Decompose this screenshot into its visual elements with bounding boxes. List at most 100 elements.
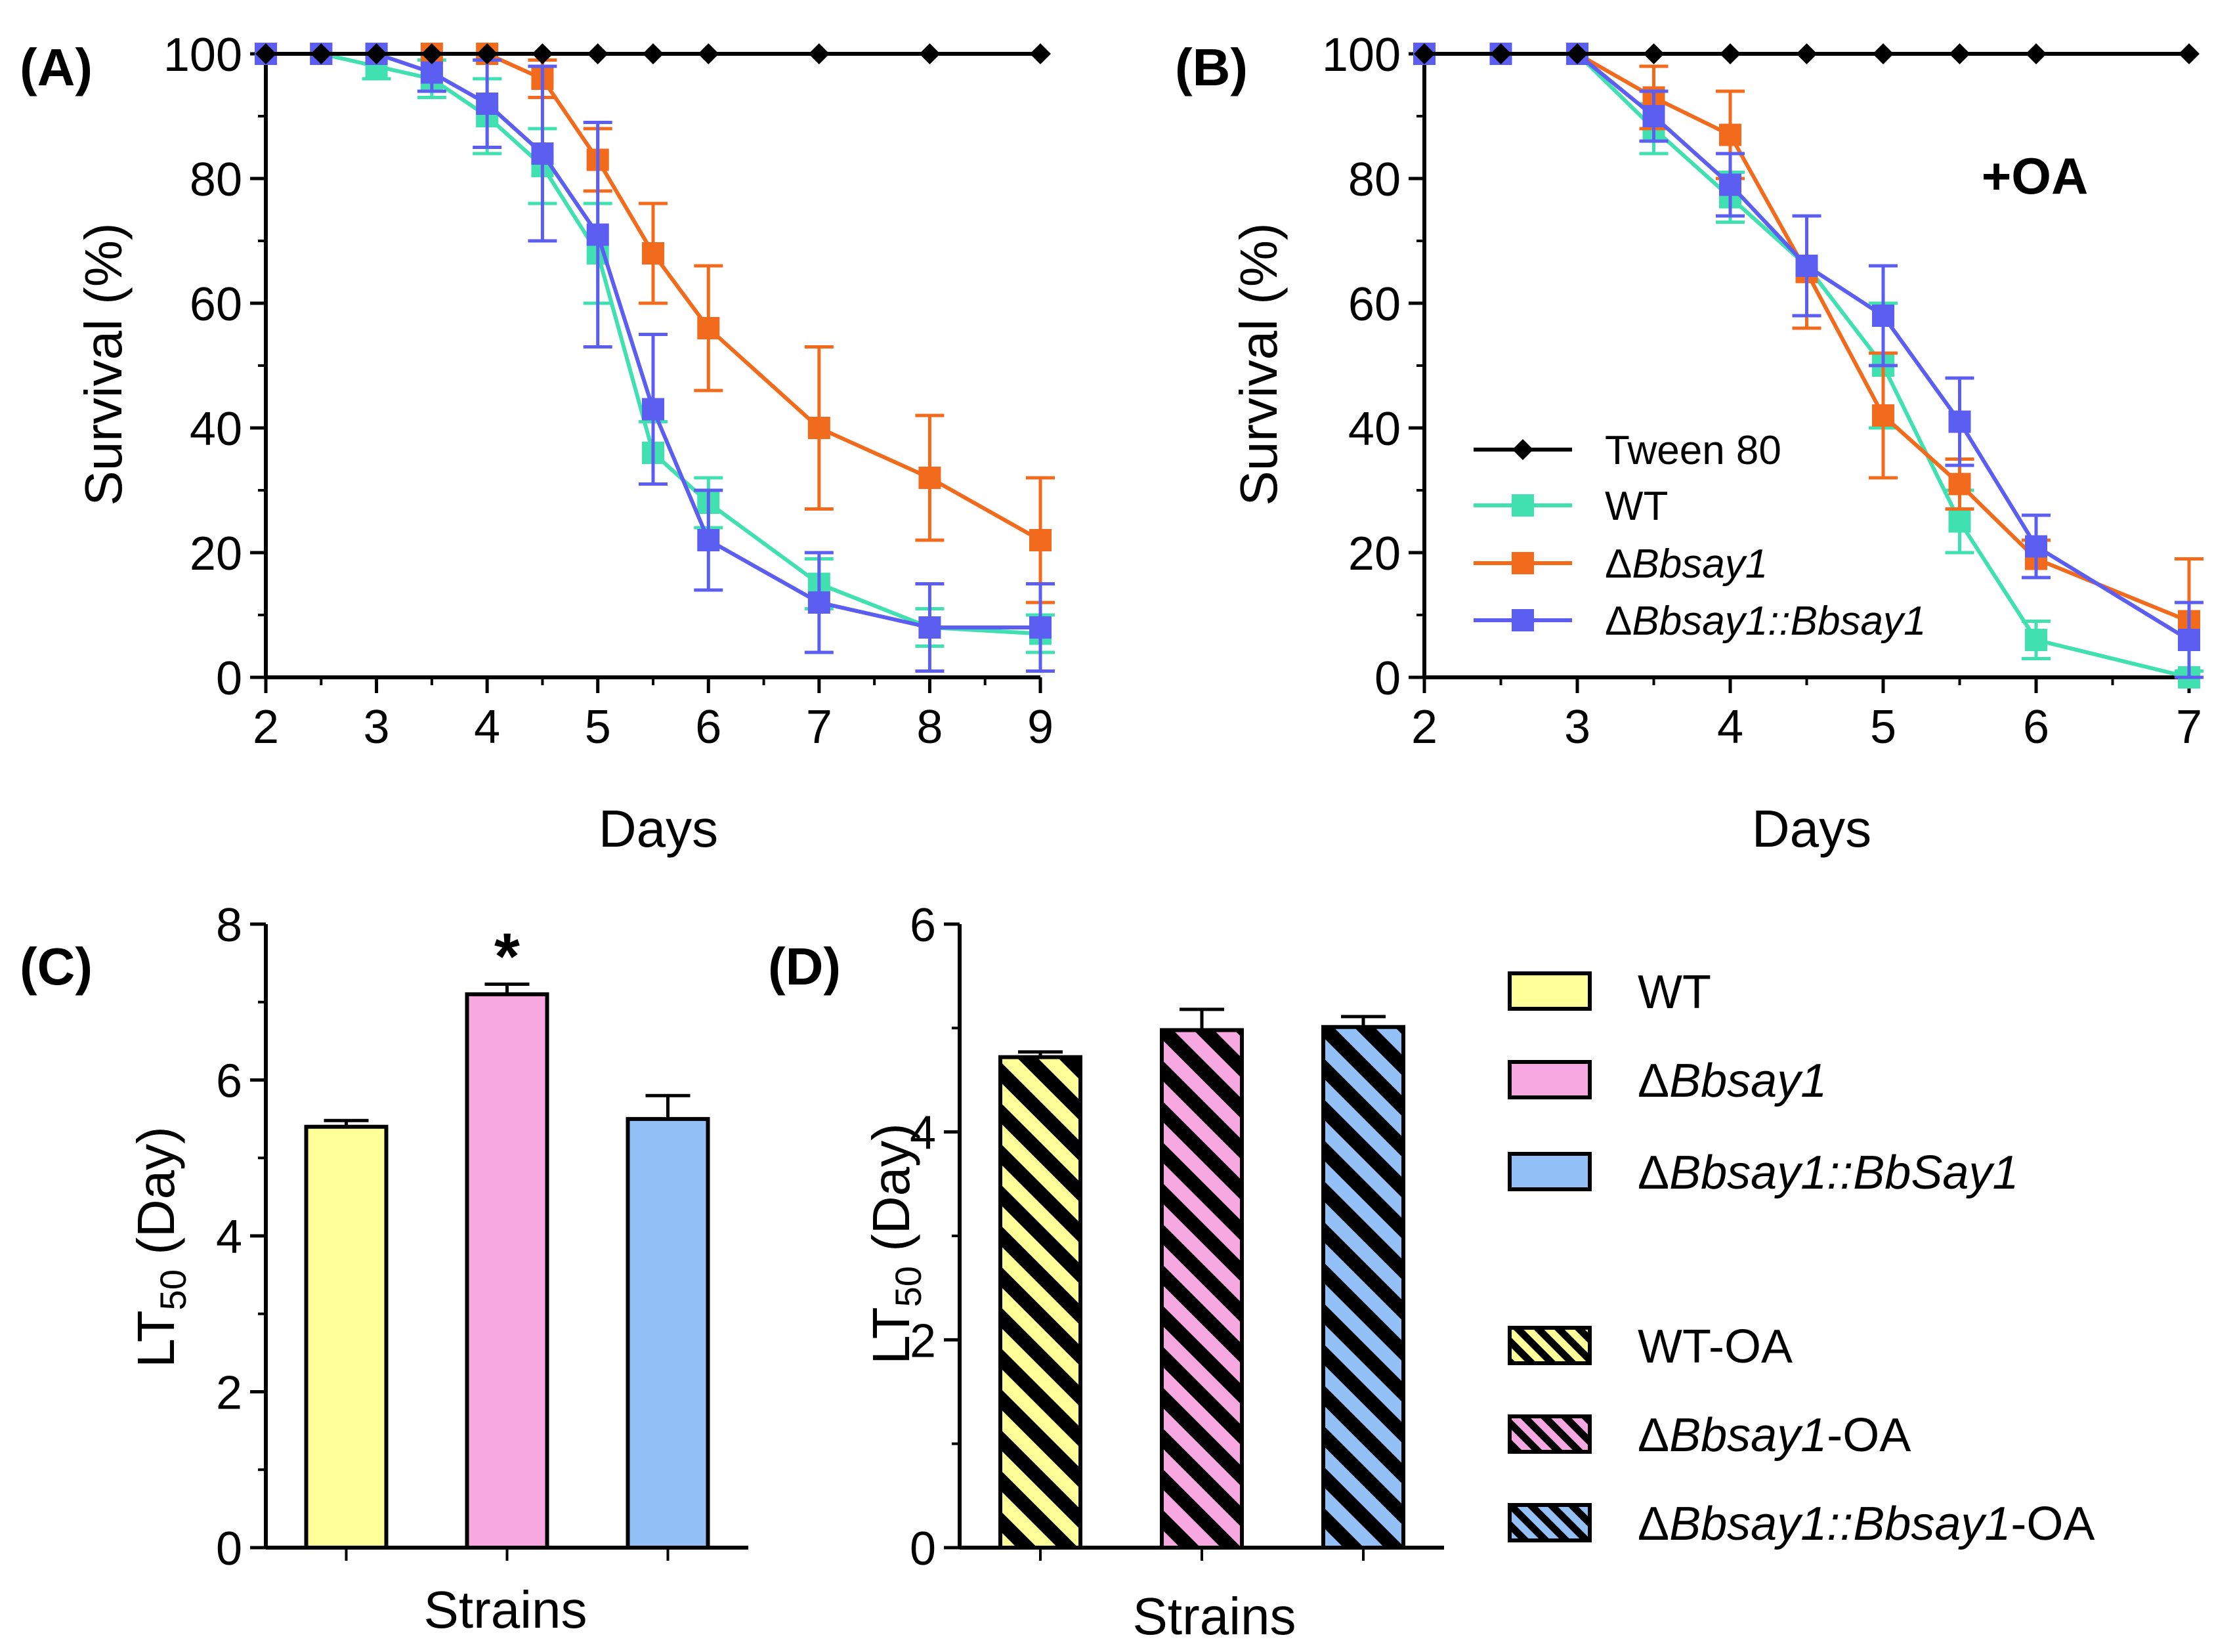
legend-gene: Bbsay1::Bbsay1	[1669, 1498, 2011, 1550]
panel-b-point	[1948, 473, 1971, 496]
panel-b-series-bbsay1	[1413, 43, 2203, 679]
panel-b-point	[2025, 629, 2047, 651]
panel-a-y-tick-label: 60	[190, 278, 242, 331]
panel-b-point	[1720, 43, 1741, 64]
panel-b-point	[1795, 255, 1818, 277]
panel-b-legend-marker	[1512, 439, 1533, 460]
legend-gene: Bbsay1	[1669, 1055, 1827, 1107]
panel-a-point	[531, 142, 554, 165]
panel-b-point	[2179, 43, 2200, 64]
panel-b-x-tick-label: 5	[1870, 701, 1896, 753]
panel-b-point	[1719, 173, 1741, 196]
panel-a-point	[918, 616, 941, 639]
panel-a-y-tick-label: 40	[190, 403, 242, 455]
panel-b-point	[1719, 123, 1741, 146]
panel-b-point	[1414, 43, 1435, 64]
panel-b-point	[1949, 43, 1970, 64]
panel-b-point	[2025, 535, 2047, 558]
panel-b-line-bbsay1-bbsay1	[1424, 52, 2190, 642]
panel-b-series-tween-80	[1414, 43, 2200, 64]
panel-a-point	[697, 317, 720, 339]
legend-gene: Bbsay1::Bbsay1	[1632, 599, 1926, 644]
panel-a-y-tick-label: 20	[190, 528, 242, 580]
panel-c-y-tick-label: 6	[216, 1055, 242, 1108]
panel-d-y-tick-label: 4	[910, 1107, 936, 1160]
legend-swatch-wt-oa	[1508, 1326, 1592, 1365]
panel-c-y-tick-label: 0	[216, 1523, 242, 1575]
panel-a-y-axis-title: Survival (%)	[74, 222, 133, 505]
panel-c-y-axis-title: LT50 (Day)	[127, 1126, 194, 1368]
legend-delta: Δ	[1605, 599, 1632, 644]
panel-b-point	[1643, 43, 1665, 64]
legend-swatch-bbsay1-bbsay1	[1508, 1152, 1592, 1191]
panel-b-x-tick-label: 6	[2023, 701, 2049, 753]
panel-a-x-tick-label: 4	[474, 701, 500, 753]
legend-label-bbsay1-oa: ΔBbsay1-OA	[1638, 1409, 1911, 1462]
panel-d-lt50-bar-chart-oa: 0 2 4 6	[910, 899, 1444, 1575]
panel-b-x-tick-label: 3	[1564, 701, 1590, 753]
panel-a-x-tick-label: 9	[1027, 701, 1054, 753]
panel-a-x-tick-label: 7	[806, 701, 832, 753]
panel-b-point	[1948, 410, 1971, 433]
panel-c-bar	[465, 992, 549, 1550]
panel-d-bar-bbsay1-oa	[1160, 1007, 1244, 1550]
panel-b-y-tick-label: 20	[1348, 528, 1401, 580]
panel-b-point	[2178, 629, 2200, 651]
panel-a-series-bbsay1	[255, 43, 1055, 604]
panel-b-series-bbsay1-bbsay1	[1413, 43, 2203, 679]
panel-a-point	[420, 61, 443, 84]
panel-c-y-tick-label: 8	[216, 899, 242, 952]
panel-b-point	[1796, 43, 1818, 64]
panel-d-bar	[998, 1055, 1082, 1550]
panel-b-y-tick-label: 0	[1374, 652, 1401, 705]
panel-a-point	[808, 43, 830, 64]
panel-a-point	[255, 43, 276, 64]
panel-a-point	[477, 43, 498, 64]
panel-b-y-tick-label: 100	[1322, 29, 1401, 81]
panel-a-point	[1029, 529, 1052, 551]
panel-b-legend-label: ΔBbsay1::Bbsay1	[1605, 599, 1926, 644]
legend-label-bbsay1-bbsay1-oa: ΔBbsay1::Bbsay1-OA	[1638, 1498, 2095, 1550]
panel-d-bar	[1160, 1028, 1244, 1550]
panel-c-bar-bbsay1-bbsay1	[626, 1093, 710, 1550]
panel-a-point	[698, 43, 719, 64]
panel-a-x-tick-label: 8	[916, 701, 943, 753]
panel-c-y-axis-title-sub: 50	[152, 1269, 194, 1310]
panel-c-bar	[304, 1124, 389, 1550]
panel-b-x-axis-title: Days	[1752, 799, 1871, 858]
panel-d-y-tick-label: 6	[910, 899, 936, 952]
panel-c-bar-bbsay1: *	[465, 920, 549, 1550]
panel-a-point	[642, 398, 664, 421]
panel-a-point	[1029, 616, 1052, 639]
panel-b-legend-marker	[1512, 609, 1534, 631]
panel-b-point	[1873, 43, 1894, 64]
panel-b-point	[1948, 510, 1971, 533]
panel-b-point	[1872, 404, 1894, 427]
panel-a-point	[807, 591, 830, 614]
panel-b-point	[1567, 43, 1588, 64]
legend-gene: Bbsay1	[1632, 541, 1768, 587]
panel-d-y-axis-title: LT50 (Day)	[862, 1123, 929, 1365]
panel-a-x-tick-label: 6	[695, 701, 721, 753]
panel-a-point	[643, 43, 664, 64]
legend-swatch-bbsay1-oa	[1508, 1414, 1592, 1454]
panel-c-y-axis-title-rest: (Day)	[127, 1126, 185, 1269]
panel-a-point	[421, 43, 442, 64]
panel-a-survival-chart: 0 20 40 60 80 100 2 3 4 5 6 7 8 9	[163, 29, 1055, 753]
panel-a-point	[586, 223, 609, 246]
legend-label-wt-oa: WT-OA	[1638, 1321, 1793, 1373]
panel-c-y-tick-label: 2	[216, 1367, 242, 1420]
panel-c-bar-wt	[304, 1118, 389, 1550]
legend-swatch-wt	[1508, 971, 1592, 1011]
panel-a-point	[697, 529, 720, 551]
legend-label-wt: WT	[1638, 966, 1711, 1019]
panel-a-point	[587, 43, 608, 64]
panel-c-significance-marker: *	[494, 920, 520, 993]
panel-b-y-axis-title: Survival (%)	[1229, 222, 1288, 505]
panel-d-y-tick-label: 2	[910, 1315, 936, 1367]
panel-b-x-tick-label: 2	[1411, 701, 1437, 753]
panel-a-series-bbsay1-bbsay1	[255, 43, 1055, 673]
panel-c-bar	[626, 1116, 710, 1550]
panel-b-x-tick-label: 4	[1717, 701, 1743, 753]
